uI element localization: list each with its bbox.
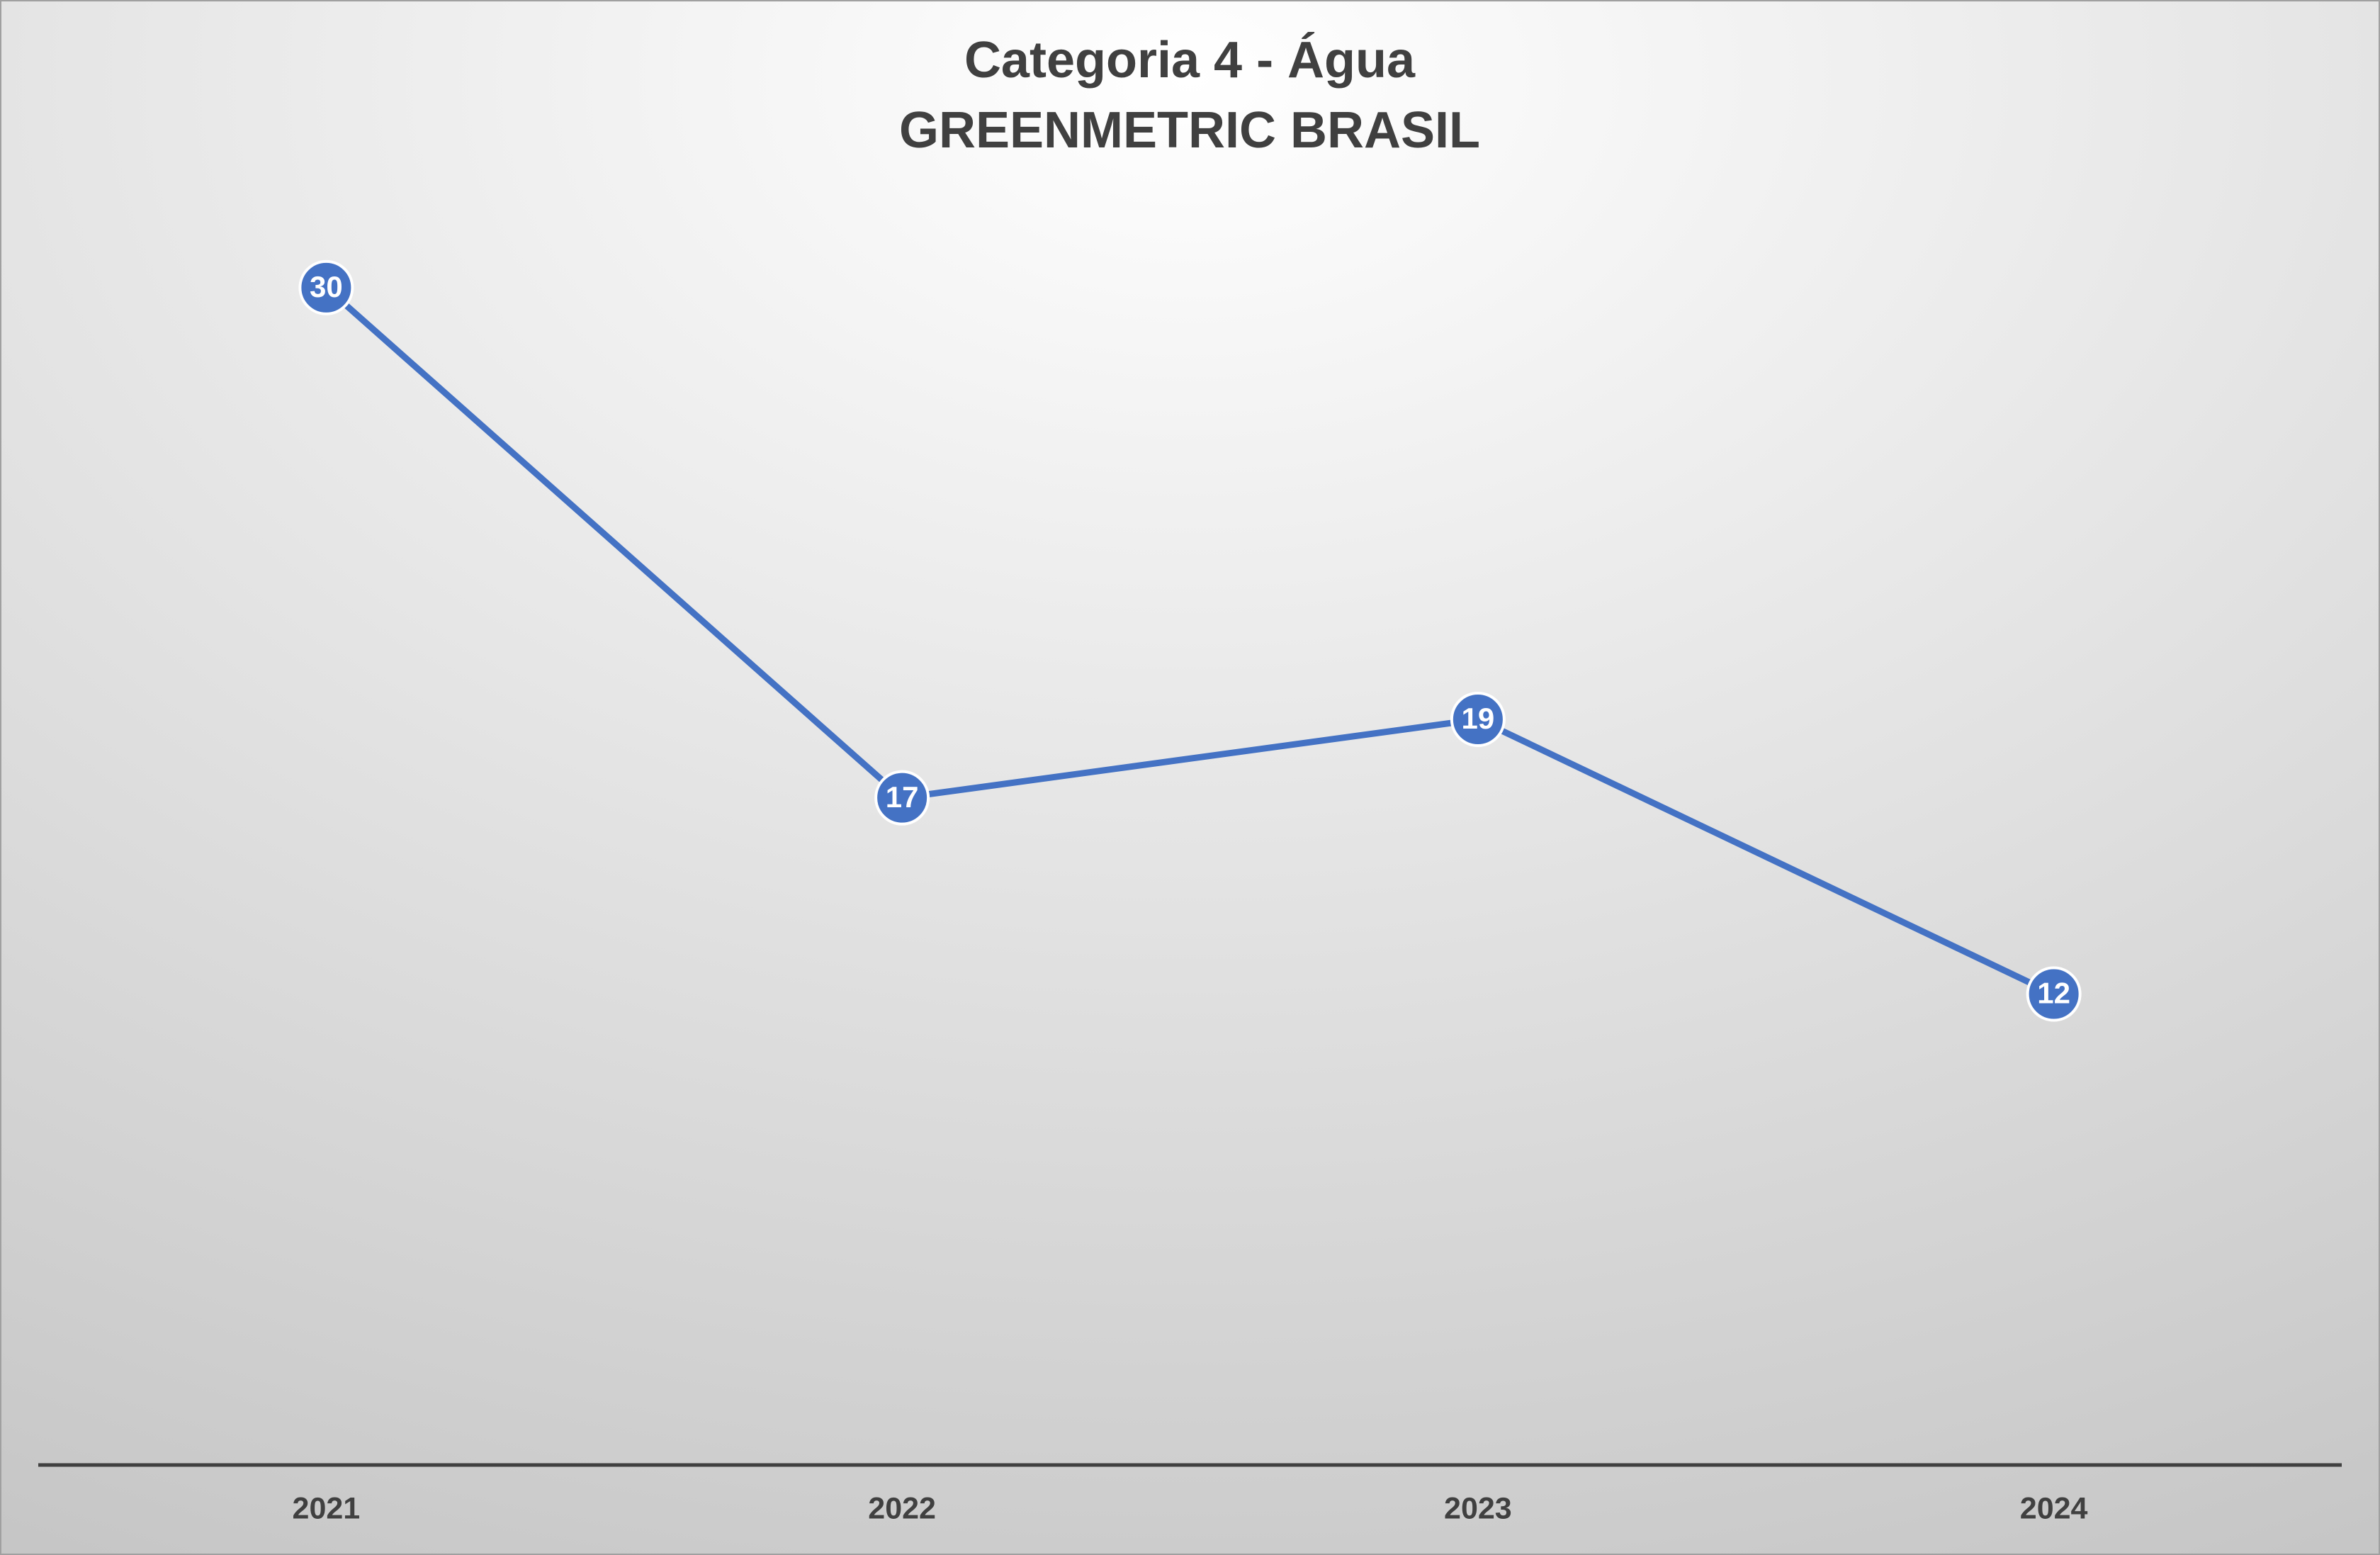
data-point [298,259,354,315]
chart-title: Categoria 4 - Água [964,32,1416,89]
data-label: 30 [310,270,343,303]
data-point [874,770,930,826]
data-label: 19 [1462,702,1495,735]
data-point [1450,691,1506,747]
data-line [324,285,2055,997]
x-tick-label: 2023 [1444,1491,1512,1525]
x-tick-label: 2022 [868,1491,936,1525]
data-label: 12 [2037,977,2070,1010]
x-tick-label: 2024 [2020,1491,2088,1525]
x-tick-label: 2021 [293,1491,361,1525]
chart-subtitle: GREENMETRIC BRASIL [899,102,1480,159]
data-point [2026,966,2082,1022]
data-label: 17 [886,780,919,814]
